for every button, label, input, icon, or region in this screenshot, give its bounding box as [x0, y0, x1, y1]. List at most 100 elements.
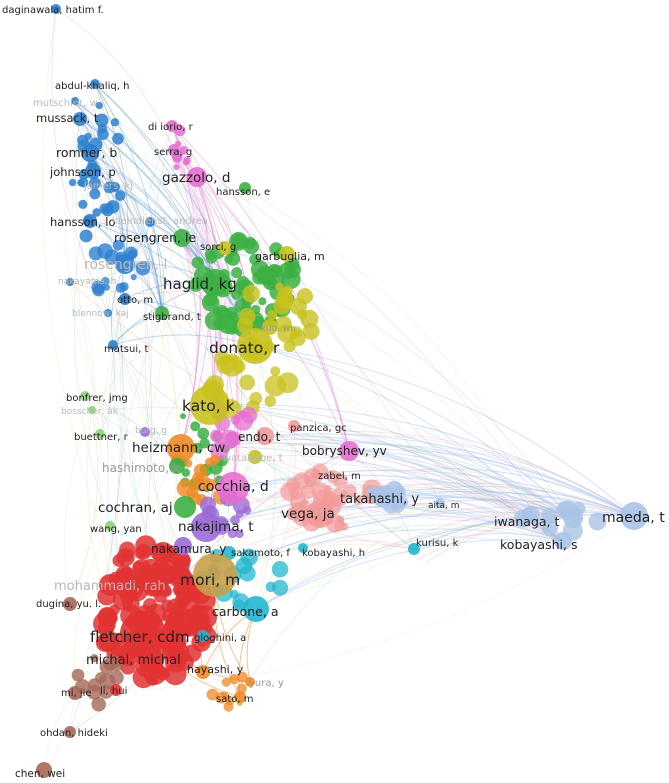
node-haglid[interactable]	[201, 269, 229, 297]
network-node	[98, 619, 115, 636]
node-stigbrand[interactable]	[155, 306, 169, 320]
node-johnsson[interactable]	[85, 163, 101, 179]
network-node	[232, 599, 245, 612]
network-edge	[254, 345, 276, 610]
node-jamers[interactable]	[110, 182, 120, 192]
network-node	[139, 651, 161, 673]
node-label-mori: mori, m	[180, 571, 240, 589]
node-nakamura[interactable]	[174, 537, 192, 555]
node-heizmann[interactable]	[167, 434, 195, 462]
node-wang-yan[interactable]	[105, 521, 115, 531]
node-serra[interactable]	[168, 144, 180, 156]
node-vega[interactable]	[306, 500, 334, 528]
node-garbuglia[interactable]	[279, 246, 295, 262]
node-takahashi[interactable]	[372, 487, 392, 507]
node-bonfrer[interactable]	[80, 391, 90, 401]
node-mi-jie[interactable]	[68, 686, 82, 700]
network-edge	[180, 446, 564, 542]
node-label-bonfrer: bonfrer, jmg	[66, 393, 128, 404]
node-endo[interactable]	[256, 427, 274, 445]
node-kobayashi-s[interactable]	[554, 532, 572, 550]
node-matsui[interactable]	[108, 340, 118, 350]
node-label-kobayashi-s: kobayashi, s	[500, 537, 577, 552]
node-daginawala[interactable]	[51, 4, 61, 14]
node-label-kurisu: kurisu, k	[416, 538, 459, 549]
node-li-hui[interactable]	[110, 684, 122, 696]
node-watanabe[interactable]	[248, 450, 262, 464]
network-edge	[426, 441, 574, 519]
node-maeda[interactable]	[620, 502, 648, 530]
node-hayashi[interactable]	[196, 665, 210, 679]
node-bosscher[interactable]	[88, 406, 96, 414]
node-mohammadi[interactable]	[99, 574, 121, 596]
node-kuo[interactable]	[262, 319, 278, 335]
node-label-yura: yura, y	[249, 678, 284, 689]
node-ohdan[interactable]	[64, 726, 76, 738]
node-yura[interactable]	[245, 677, 255, 687]
node-dugina[interactable]	[63, 597, 77, 611]
node-michal[interactable]	[117, 644, 139, 666]
network-edge	[283, 441, 635, 517]
node-label-hashimoto: hashimoto, k	[102, 461, 180, 475]
node-cocchia[interactable]	[217, 472, 249, 504]
network-edge	[244, 187, 564, 542]
node-label-sato: sato, m	[216, 694, 253, 705]
node-mori[interactable]	[193, 553, 237, 597]
network-node	[225, 696, 235, 706]
network-node	[231, 233, 247, 249]
network-edge	[293, 425, 415, 550]
network-node	[230, 515, 240, 525]
node-panzica[interactable]	[288, 420, 300, 432]
node-blennow[interactable]	[104, 309, 112, 317]
node-hashimoto[interactable]	[169, 458, 185, 474]
network-edge	[202, 425, 295, 673]
node-gazzolo[interactable]	[187, 167, 207, 187]
node-otto[interactable]	[119, 293, 131, 305]
node-romner[interactable]	[81, 144, 99, 162]
node-mussack[interactable]	[73, 112, 87, 126]
node-hansson-l[interactable]	[83, 214, 97, 228]
node-rosengren-l[interactable]	[115, 254, 135, 274]
node-di-iorio[interactable]	[166, 120, 178, 132]
network-node	[239, 374, 255, 391]
node-donato[interactable]	[237, 328, 273, 364]
network-edge	[51, 8, 109, 314]
node-bobryshev[interactable]	[339, 441, 359, 461]
node-cochran[interactable]	[174, 496, 196, 518]
network-node	[88, 177, 101, 190]
node-gloghini[interactable]	[197, 630, 209, 642]
node-kobayashi-h[interactable]	[298, 543, 308, 553]
network-node	[90, 654, 99, 663]
node-label-kobayashi-h: kobayashi, h	[302, 548, 365, 559]
node-kurisu[interactable]	[408, 543, 420, 555]
node-sato[interactable]	[234, 691, 246, 703]
node-nakajima[interactable]	[191, 512, 221, 542]
node-rosengren-le[interactable]	[173, 229, 191, 247]
node-label-mi-jie: mi, jie	[61, 688, 92, 699]
node-label-aita: aita, m	[428, 501, 460, 511]
network-node	[175, 577, 192, 593]
node-aita[interactable]	[435, 498, 445, 508]
node-burg[interactable]	[140, 427, 150, 437]
node-abdul-khaliq[interactable]	[90, 79, 100, 89]
node-buettner[interactable]	[95, 429, 105, 439]
network-node	[173, 163, 180, 171]
node-nakayama[interactable]	[66, 278, 74, 286]
node-mutschler[interactable]	[71, 97, 79, 105]
node-hansson-e[interactable]	[239, 182, 251, 194]
node-sorci[interactable]	[218, 241, 232, 255]
label-layer: daginawala, hatim f. abdul-khaliq, h mutsc…	[2, 5, 665, 780]
node-zabel[interactable]	[311, 469, 321, 479]
node-iwanaga[interactable]	[563, 508, 583, 528]
network-edge	[402, 450, 574, 519]
network-edge	[94, 83, 153, 433]
node-chen-wei[interactable]	[36, 762, 52, 778]
node-carbone[interactable]	[243, 596, 269, 622]
node-kleindienst[interactable]	[145, 217, 155, 227]
network-edge	[173, 149, 222, 528]
node-kato[interactable]	[190, 385, 230, 425]
network-edge	[214, 528, 564, 576]
node-label-nakajima: nakajima, t	[178, 519, 253, 535]
node-label-rosengren-l: rosengren, l	[84, 257, 167, 273]
